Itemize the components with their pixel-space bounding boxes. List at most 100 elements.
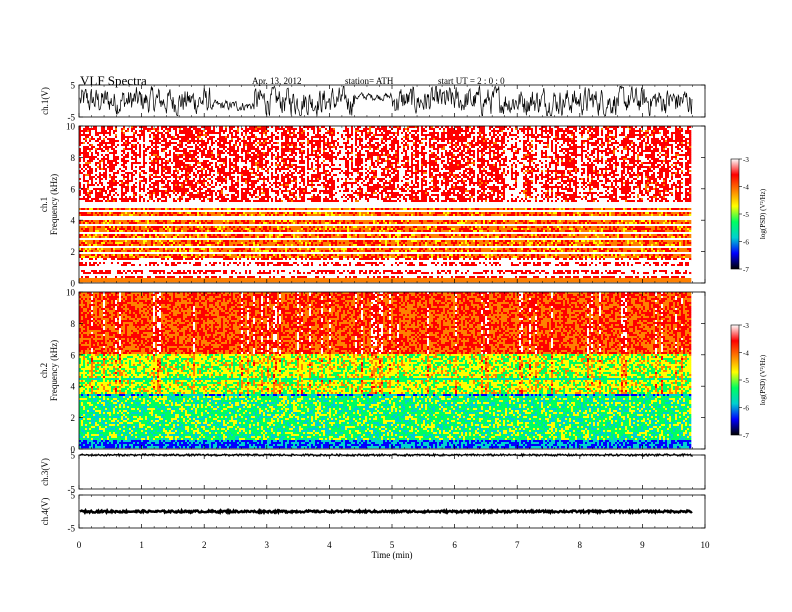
spectrogram-cell bbox=[85, 274, 87, 276]
spectrogram-cell bbox=[131, 252, 133, 254]
spectrogram-cell bbox=[97, 278, 99, 280]
spectrogram-cell bbox=[99, 272, 101, 274]
spectrogram-cell bbox=[87, 208, 89, 210]
spectrogram-cell bbox=[143, 186, 145, 188]
spectrogram-cell bbox=[147, 250, 149, 252]
spectrogram-cell bbox=[101, 220, 103, 222]
spectrogram-cell bbox=[105, 254, 107, 256]
spectrogram-cell bbox=[141, 244, 143, 246]
spectrogram-cell bbox=[155, 166, 157, 168]
spectrogram-cell bbox=[107, 248, 109, 250]
spectrogram-cell bbox=[109, 154, 111, 156]
spectrogram-cell bbox=[97, 162, 99, 164]
spectrogram-cell bbox=[99, 210, 101, 212]
spectrogram-cell bbox=[87, 156, 89, 158]
spectrogram-cell bbox=[107, 150, 109, 152]
spectrogram-cell bbox=[137, 188, 139, 190]
spectrogram-cell bbox=[113, 202, 115, 204]
spectrogram-cell bbox=[151, 192, 153, 194]
spectrogram-cell bbox=[149, 170, 151, 172]
spectrogram-cell bbox=[99, 134, 101, 136]
spectrogram-cell bbox=[95, 128, 97, 130]
spectrogram-cell bbox=[113, 244, 115, 246]
spectrogram-cell bbox=[89, 128, 91, 130]
spectrogram-cell bbox=[97, 242, 99, 244]
spectrogram-cell bbox=[117, 154, 119, 156]
spectrogram-cell bbox=[133, 150, 135, 152]
spectrogram-cell bbox=[141, 204, 143, 206]
spectrogram-cell bbox=[151, 250, 153, 252]
spectrogram-cell bbox=[125, 166, 127, 168]
spectrogram-cell bbox=[141, 184, 143, 186]
spectrogram-cell bbox=[155, 160, 157, 162]
spectrogram-cell bbox=[111, 280, 113, 282]
spectrogram-cell bbox=[127, 174, 129, 176]
spectrogram-cell bbox=[113, 198, 115, 200]
spectrogram-cell bbox=[91, 250, 93, 252]
spectrogram-cell bbox=[81, 134, 83, 136]
spectrogram-cell bbox=[145, 142, 147, 144]
spectrogram-cell bbox=[129, 276, 131, 278]
spectrogram-cell bbox=[103, 220, 105, 222]
spectrogram-cell bbox=[91, 220, 93, 222]
spectrogram-cell bbox=[153, 214, 155, 216]
spectrogram-cell bbox=[149, 208, 151, 210]
spectrogram-cell bbox=[141, 134, 143, 136]
spectrogram-cell bbox=[109, 146, 111, 148]
spectrogram-cell bbox=[121, 228, 123, 230]
spectrogram-cell bbox=[123, 132, 125, 134]
spectrogram-cell bbox=[109, 138, 111, 140]
spectrogram-cell bbox=[127, 234, 129, 236]
spectrogram-cell bbox=[111, 206, 113, 208]
spectrogram-cell bbox=[151, 208, 153, 210]
spectrogram-cell bbox=[127, 184, 129, 186]
spectrogram-cell bbox=[131, 158, 133, 160]
spectrogram-cell bbox=[95, 220, 97, 222]
spectrogram-cell bbox=[109, 216, 111, 218]
spectrogram-cell bbox=[87, 162, 89, 164]
spectrogram-cell bbox=[105, 228, 107, 230]
spectrogram-cell bbox=[133, 250, 135, 252]
spectrogram-cell bbox=[95, 272, 97, 274]
spectrogram-cell bbox=[151, 220, 153, 222]
spectrogram-cell bbox=[139, 152, 141, 154]
spectrogram-cell bbox=[107, 134, 109, 136]
spectrogram-cell bbox=[141, 198, 143, 200]
spectrogram-cell bbox=[103, 248, 105, 250]
spectrogram-cell bbox=[133, 200, 135, 202]
spectrogram-cell bbox=[93, 162, 95, 164]
spectrogram-cell bbox=[129, 242, 131, 244]
spectrogram-cell bbox=[113, 230, 115, 232]
spectrogram-cell bbox=[83, 186, 85, 188]
spectrogram-cell bbox=[117, 268, 119, 270]
spectrogram-cell bbox=[139, 220, 141, 222]
spectrogram-cell bbox=[143, 162, 145, 164]
spectrogram-cell bbox=[135, 258, 137, 260]
spectrogram-cell bbox=[81, 216, 83, 218]
spectrogram-cell bbox=[113, 248, 115, 250]
spectrogram-cell bbox=[107, 278, 109, 280]
spectrogram-cell bbox=[139, 144, 141, 146]
spectrogram-cell bbox=[105, 224, 107, 226]
spectrogram-cell bbox=[121, 208, 123, 210]
spectrogram-cell bbox=[95, 274, 97, 276]
spectrogram-cell bbox=[91, 238, 93, 240]
spectrogram-cell bbox=[131, 130, 133, 132]
spectrogram-cell bbox=[113, 186, 115, 188]
spectrogram-cell bbox=[103, 132, 105, 134]
spectrogram-cell bbox=[105, 226, 107, 228]
spectrogram-cell bbox=[111, 136, 113, 138]
spectrogram-cell bbox=[91, 216, 93, 218]
spectrogram-cell bbox=[107, 226, 109, 228]
spectrogram-cell bbox=[151, 222, 153, 224]
spectrogram-cell bbox=[133, 226, 135, 228]
spectrogram-cell bbox=[93, 144, 95, 146]
spectrogram-cell bbox=[97, 258, 99, 260]
spectrogram-cell bbox=[93, 198, 95, 200]
spectrogram-cell bbox=[99, 196, 101, 198]
spectrogram-cell bbox=[93, 240, 95, 242]
spectrogram-cell bbox=[97, 268, 99, 270]
spectrogram-cell bbox=[149, 280, 151, 282]
spectrogram-cell bbox=[151, 272, 153, 274]
spectrogram-cell bbox=[111, 218, 113, 220]
